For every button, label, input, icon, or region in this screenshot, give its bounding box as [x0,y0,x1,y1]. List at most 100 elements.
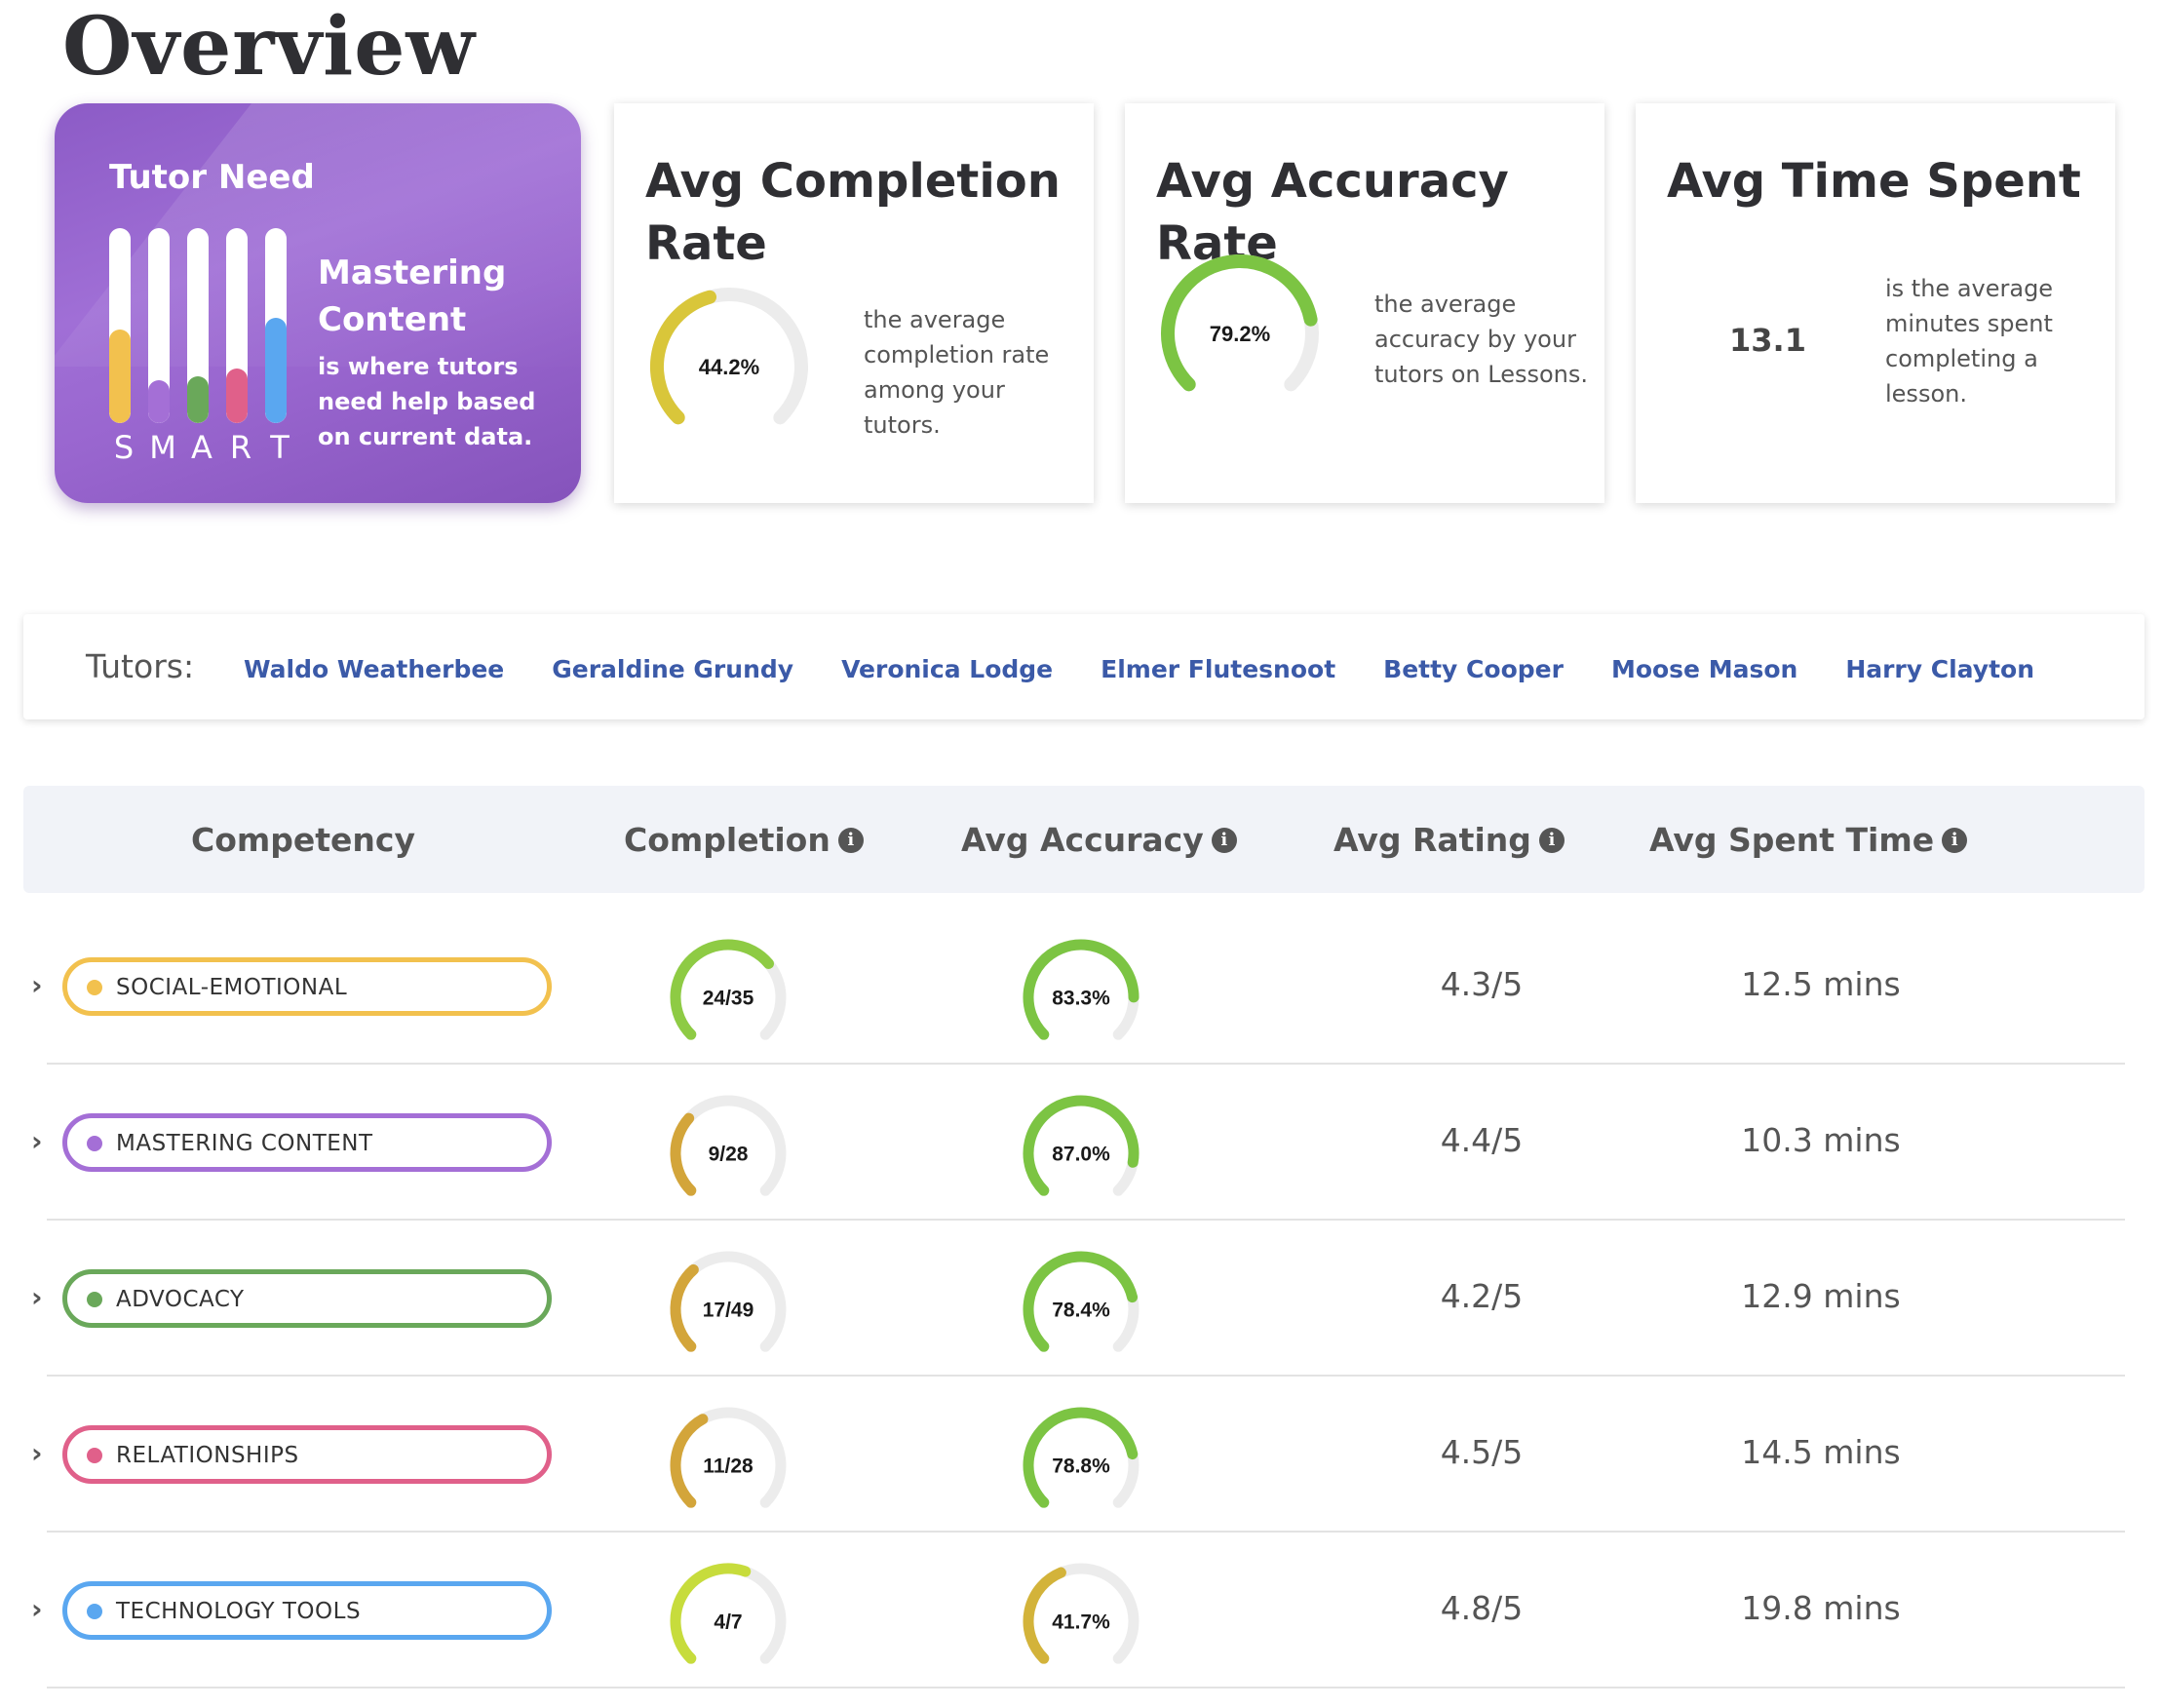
gauge-fill [1023,1095,1140,1196]
table-row: › SOCIAL-EMOTIONAL 24/35 83.3% 4.3/5 12.… [31,909,2125,1065]
completion-gauge: 11/28 [670,1407,787,1508]
accuracy-gauge: 41.7% [1023,1563,1140,1664]
smart-letter: T [270,429,290,466]
info-icon[interactable]: i [1538,827,1565,853]
smart-bars [109,228,294,503]
smart-bar-fill [187,376,209,423]
tutor-link[interactable]: Waldo Weatherbee [244,655,505,683]
spent-time-value: 12.5 mins [1741,965,1901,1003]
chevron-right-icon[interactable]: › [31,969,43,1001]
rating-value: 4.5/5 [1440,1433,1524,1471]
page-title: Overview [62,0,477,94]
smart-bar-fill [226,369,248,423]
completion-gauge: 4/7 [670,1563,787,1664]
competency-label: RELATIONSHIPS [116,1443,299,1468]
completion-gauge: 24/35 [670,939,787,1040]
rating-value: 4.4/5 [1440,1121,1524,1159]
accuracy-gauge: 83.3% [1023,939,1140,1040]
gauge-value: 11/28 [703,1456,754,1478]
smart-letter: A [191,429,213,466]
competency-label: ADVOCACY [116,1287,245,1312]
competency-dot [87,1136,102,1151]
tutor-need-card[interactable]: Tutor Need S M A R T Mastering Content i… [55,103,581,503]
tutors-bar: Tutors: Waldo Weatherbee Geraldine Grund… [23,614,2145,719]
competency-dot [87,1604,102,1619]
table-header: Competency Completion i Avg Accuracy i Avg… [23,786,2145,893]
header-spent: Avg Spent Time i [1649,821,1968,859]
gauge-fill [670,1263,699,1352]
tutors-label: Tutors: [86,647,195,685]
info-icon[interactable]: i [837,827,864,853]
smart-letter: S [113,429,135,466]
info-icon[interactable]: i [1211,827,1237,853]
spent-time-value: 14.5 mins [1741,1433,1901,1471]
chevron-right-icon[interactable]: › [31,1437,43,1469]
chevron-right-icon[interactable]: › [31,1281,43,1313]
tutor-link[interactable]: Veronica Lodge [841,655,1054,683]
gauge-fill [1023,1251,1139,1352]
gauge-value: 79.2% [1210,322,1270,346]
competency-pill[interactable]: TECHNOLOGY TOOLS [62,1581,552,1640]
avg-accuracy-description: the average accuracy by your tutors on L… [1374,291,1588,388]
rating-value: 4.8/5 [1440,1589,1524,1627]
gauge-value: 17/49 [703,1300,754,1322]
header-rating-label: Avg Rating [1333,821,1531,859]
tutor-link[interactable]: Betty Cooper [1383,655,1564,683]
competency-label: SOCIAL-EMOTIONAL [116,975,348,1000]
competency-dot [87,980,102,995]
gauge-value: 78.8% [1052,1456,1110,1478]
spent-time-value: 10.3 mins [1741,1121,1901,1159]
table-row: › RELATIONSHIPS 11/28 78.8% 4.5/5 14.5 m… [31,1377,2125,1533]
smart-bar [148,228,170,423]
header-competency-label: Competency [191,821,416,859]
header-competency: Competency [191,821,415,859]
gauge-fill [1161,254,1318,392]
smart-bar-fill [109,330,131,423]
gauge-value: 41.7% [1052,1611,1110,1634]
avg-completion-card: Avg Completion Rate 44.2% the average co… [614,103,1094,503]
avg-completion-description: the average completion rate among your t… [864,306,1050,439]
gauge-value: 78.4% [1052,1300,1110,1322]
info-icon[interactable]: i [1942,827,1968,853]
chevron-right-icon[interactable]: › [31,1593,43,1625]
competency-pill[interactable]: MASTERING CONTENT [62,1113,552,1172]
chevron-right-icon[interactable]: › [31,1125,43,1157]
smart-letters: S M A R T [109,429,294,466]
avg-time-card: Avg Time Spent 13.1 is the average minut… [1636,103,2115,503]
tutor-need-focus: Mastering Content [318,253,507,339]
spent-time-value: 19.8 mins [1741,1589,1901,1627]
table-row: › MASTERING CONTENT 9/28 87.0% 4.4/5 10.… [31,1065,2125,1221]
gauge-fill [670,1112,697,1196]
competency-pill[interactable]: RELATIONSHIPS [62,1425,552,1484]
rating-value: 4.2/5 [1440,1277,1524,1315]
smart-bar [109,228,131,423]
gauge-fill [650,290,717,425]
avg-time-value: 13.1 [1729,322,1806,359]
avg-time-description: is the average minutes spent completing … [1885,275,2054,408]
header-rating: Avg Rating i [1333,821,1565,859]
gauge-fill [1023,1407,1139,1508]
competency-pill[interactable]: ADVOCACY [62,1269,552,1328]
accuracy-gauge: 78.4% [1023,1251,1140,1352]
smart-bar [265,228,287,423]
tutor-link[interactable]: Harry Clayton [1845,655,2035,683]
smart-bar [226,228,248,423]
header-accuracy: Avg Accuracy i [961,821,1237,859]
competency-dot [87,1292,102,1307]
tutor-need-title: Tutor Need [109,158,315,197]
gauge-value: 87.0% [1052,1144,1110,1166]
smart-bar-fill [148,380,170,423]
avg-accuracy-card: Avg Accuracy Rate 79.2% the average accu… [1125,103,1604,503]
gauge-fill [670,939,774,1040]
avg-completion-gauge: 44.2% [650,288,808,425]
tutor-link[interactable]: Moose Mason [1610,655,1798,683]
gauge-value: 4/7 [714,1611,742,1634]
gauge-value: 83.3% [1052,988,1110,1010]
accuracy-gauge: 87.0% [1023,1095,1140,1196]
header-accuracy-label: Avg Accuracy [961,821,1204,859]
competency-pill[interactable]: SOCIAL-EMOTIONAL [62,957,552,1016]
tutor-link[interactable]: Elmer Flutesnoot [1101,655,1336,683]
tutor-link[interactable]: Geraldine Grundy [552,655,794,683]
avg-accuracy-gauge: 79.2% [1161,254,1319,392]
spent-time-value: 12.9 mins [1741,1277,1901,1315]
